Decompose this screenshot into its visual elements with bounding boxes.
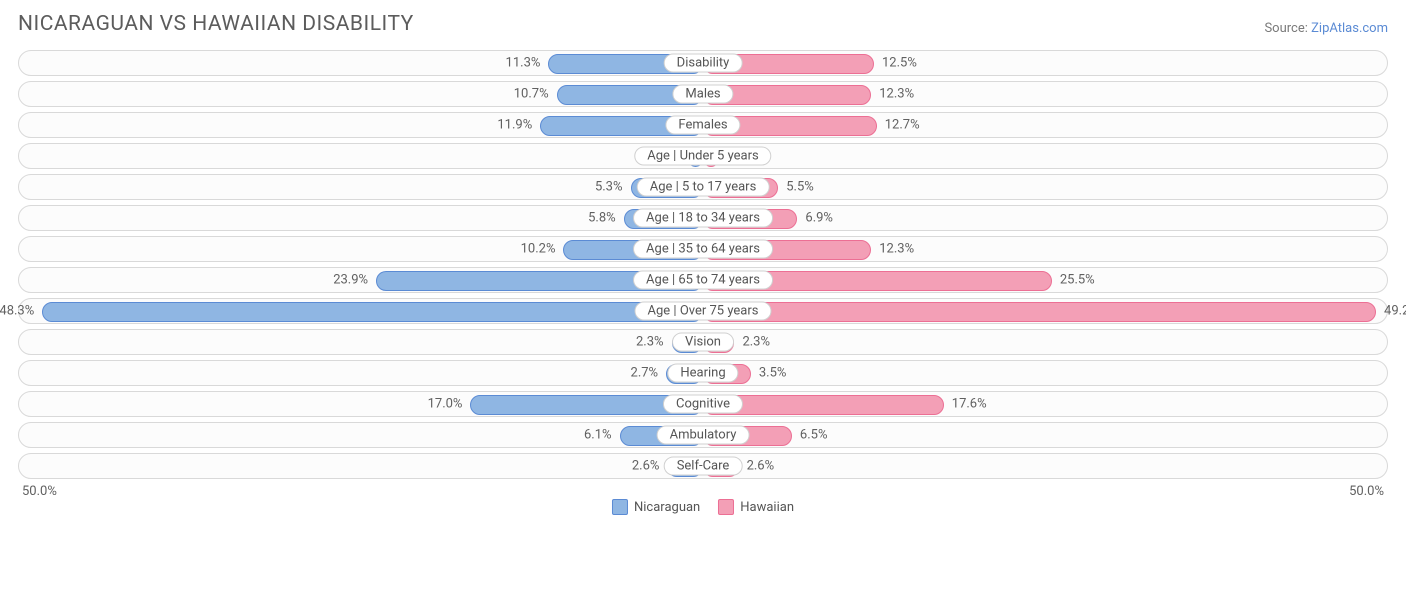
value-right: 12.7%: [885, 118, 920, 133]
category-label: Ambulatory: [657, 426, 750, 445]
value-right: 12.3%: [879, 242, 914, 257]
legend-label-left: Nicaraguan: [634, 500, 700, 515]
value-right: 6.9%: [805, 211, 833, 226]
chart-row: 2.6% 2.6% Self-Care: [18, 453, 1388, 479]
bar-left: [42, 302, 703, 322]
value-right: 6.5%: [800, 428, 828, 443]
chart-footer: 50.0% 50.0% Nicaraguan Hawaiian: [18, 484, 1388, 504]
category-label: Age | 35 to 64 years: [633, 240, 773, 259]
value-left: 11.3%: [506, 56, 541, 71]
value-right: 25.5%: [1060, 273, 1095, 288]
chart-row: 48.3%49.2%Age | Over 75 years: [18, 298, 1388, 324]
chart-header: NICARAGUAN VS HAWAIIAN DISABILITY Source…: [18, 12, 1388, 36]
value-left: 2.6%: [632, 459, 660, 474]
category-label: Age | 5 to 17 years: [637, 178, 770, 197]
value-left: 10.7%: [514, 87, 549, 102]
value-left: 5.8%: [588, 211, 616, 226]
value-left: 17.0%: [428, 397, 463, 412]
chart-row: 10.2% 12.3% Age | 35 to 64 years: [18, 236, 1388, 262]
category-label: Males: [672, 85, 733, 104]
category-label: Females: [665, 116, 740, 135]
value-left: 48.3%: [0, 304, 34, 319]
chart-source: Source: ZipAtlas.com: [1264, 21, 1388, 36]
value-right: 49.2%: [1384, 304, 1406, 319]
chart-title: NICARAGUAN VS HAWAIIAN DISABILITY: [18, 12, 414, 36]
legend-swatch-left: [612, 499, 628, 515]
category-label: Vision: [672, 333, 734, 352]
legend-item-left: Nicaraguan: [612, 499, 700, 515]
chart-row: 2.3% 2.3% Vision: [18, 329, 1388, 355]
chart-row: 11.9% 12.7% Females: [18, 112, 1388, 138]
category-label: Age | 18 to 34 years: [633, 209, 773, 228]
value-right: 2.6%: [747, 459, 775, 474]
value-left: 2.3%: [636, 335, 664, 350]
value-left: 10.2%: [521, 242, 556, 257]
chart-row: 1.1%1.2%Age | Under 5 years: [18, 143, 1388, 169]
value-right: 5.5%: [786, 180, 814, 195]
value-left: 6.1%: [584, 428, 612, 443]
legend-item-right: Hawaiian: [718, 499, 794, 515]
diverging-bar-chart: 11.3% 12.5% Disability 10.7% 12.3% Males 11.9%…: [18, 50, 1388, 479]
legend-swatch-right: [718, 499, 734, 515]
chart-row: 5.8% 6.9% Age | 18 to 34 years: [18, 205, 1388, 231]
legend-label-right: Hawaiian: [740, 500, 794, 515]
chart-row: 5.3% 5.5% Age | 5 to 17 years: [18, 174, 1388, 200]
chart-row: 2.7% 3.5% Hearing: [18, 360, 1388, 386]
value-right: 12.3%: [879, 87, 914, 102]
category-label: Hearing: [667, 364, 738, 383]
category-label: Self-Care: [664, 457, 743, 476]
category-label: Age | Under 5 years: [634, 147, 771, 166]
value-right: 17.6%: [952, 397, 987, 412]
chart-row: 6.1% 6.5% Ambulatory: [18, 422, 1388, 448]
category-label: Cognitive: [663, 395, 743, 414]
value-left: 2.7%: [631, 366, 659, 381]
category-label: Disability: [664, 54, 743, 73]
value-left: 23.9%: [333, 273, 368, 288]
category-label: Age | Over 75 years: [635, 302, 772, 321]
chart-row: 11.3% 12.5% Disability: [18, 50, 1388, 76]
chart-row: 10.7% 12.3% Males: [18, 81, 1388, 107]
axis-left-max: 50.0%: [22, 484, 57, 499]
category-label: Age | 65 to 74 years: [633, 271, 773, 290]
value-right: 2.3%: [742, 335, 770, 350]
source-label: Source:: [1264, 21, 1307, 36]
value-right: 12.5%: [882, 56, 917, 71]
value-left: 11.9%: [497, 118, 532, 133]
chart-row: 23.9% 25.5% Age | 65 to 74 years: [18, 267, 1388, 293]
axis-right-max: 50.0%: [1349, 484, 1384, 499]
axis-labels: 50.0% 50.0%: [18, 484, 1388, 499]
bar-right: [703, 302, 1376, 322]
legend: Nicaraguan Hawaiian: [612, 499, 794, 515]
chart-row: 17.0% 17.6% Cognitive: [18, 391, 1388, 417]
value-right: 3.5%: [759, 366, 787, 381]
source-link[interactable]: ZipAtlas.com: [1311, 21, 1388, 36]
value-left: 5.3%: [595, 180, 623, 195]
